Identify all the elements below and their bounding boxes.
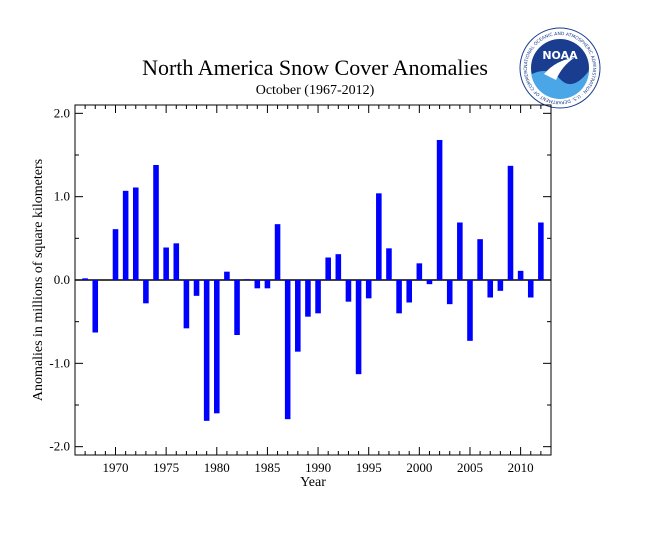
bar-1985 (264, 280, 271, 289)
y-tick-label: 1.0 (54, 189, 70, 204)
bar-1991 (325, 257, 331, 280)
bar-2002 (436, 140, 443, 280)
bar-1987 (284, 280, 291, 420)
bar-1982 (234, 280, 240, 335)
noaa-logo-text: NOAA (542, 49, 578, 62)
bar-1993 (345, 280, 352, 302)
bar-1976 (173, 243, 180, 280)
bar-1972 (132, 187, 139, 280)
bar-1975 (163, 247, 169, 280)
x-tick-label: 1975 (153, 460, 179, 475)
bar-1979 (203, 280, 210, 421)
y-tick-label: -2.0 (49, 439, 70, 454)
bar-1995 (365, 280, 372, 299)
x-tick-label: 1970 (103, 460, 129, 475)
bar-1977 (183, 280, 190, 329)
x-tick-label: 2000 (406, 460, 432, 475)
bar-1986 (274, 224, 281, 280)
bar-1967 (82, 278, 88, 280)
bar-1984 (254, 280, 261, 289)
bar-2009 (507, 165, 514, 280)
bar-1989 (305, 280, 311, 317)
bar-1974 (153, 165, 159, 280)
bar-1998 (396, 280, 402, 314)
bar-1973 (143, 280, 149, 304)
bar-2012 (538, 222, 544, 280)
bar-1983 (244, 279, 250, 280)
x-tick-label: 2005 (457, 460, 483, 475)
bar-1996 (376, 193, 382, 280)
y-axis-label: Anomalies in millions of square kilomete… (31, 159, 46, 401)
bar-2006 (477, 239, 483, 280)
bar-1994 (355, 280, 362, 375)
bar-1980 (214, 280, 220, 414)
x-tick-label: 1980 (204, 460, 230, 475)
bar-1971 (122, 190, 129, 280)
bar-2001 (426, 280, 433, 285)
bar-2005 (467, 280, 473, 341)
bar-2007 (487, 280, 494, 298)
bar-2008 (497, 280, 504, 291)
x-tick-label: 2010 (508, 460, 534, 475)
bar-1978 (193, 280, 200, 296)
bar-1990 (315, 280, 321, 314)
chart-subtitle: October (1967-2012) (256, 83, 375, 98)
x-tick-label: 1990 (305, 460, 331, 475)
bar-2010 (517, 270, 524, 280)
bar-1992 (335, 254, 342, 280)
y-tick-label: 2.0 (54, 105, 70, 120)
bar-1999 (406, 280, 412, 303)
bar-series (82, 140, 544, 421)
x-tick-label: 1985 (254, 460, 280, 475)
bar-2011 (527, 280, 534, 298)
y-tick-label: 0.0 (54, 272, 70, 287)
x-tick-label: 1995 (356, 460, 382, 475)
chart-title: North America Snow Cover Anomalies (142, 55, 488, 80)
bar-1981 (224, 271, 230, 280)
bar-2003 (446, 280, 453, 305)
bar-2004 (457, 222, 463, 280)
x-axis-label: Year (300, 475, 326, 490)
bar-1997 (386, 248, 392, 280)
x-axis-ticks: 1970 1975 1980 1985 1990 1995 2000 2005 2010 (74, 105, 552, 475)
bar-1988 (295, 280, 301, 352)
bar-1968 (92, 280, 99, 333)
bar-2000 (416, 263, 423, 280)
y-axis-ticks: -2.0 -1.0 0.0 1.0 2.0 (49, 105, 551, 454)
y-tick-label: -1.0 (49, 355, 70, 370)
bar-1970 (112, 229, 119, 280)
